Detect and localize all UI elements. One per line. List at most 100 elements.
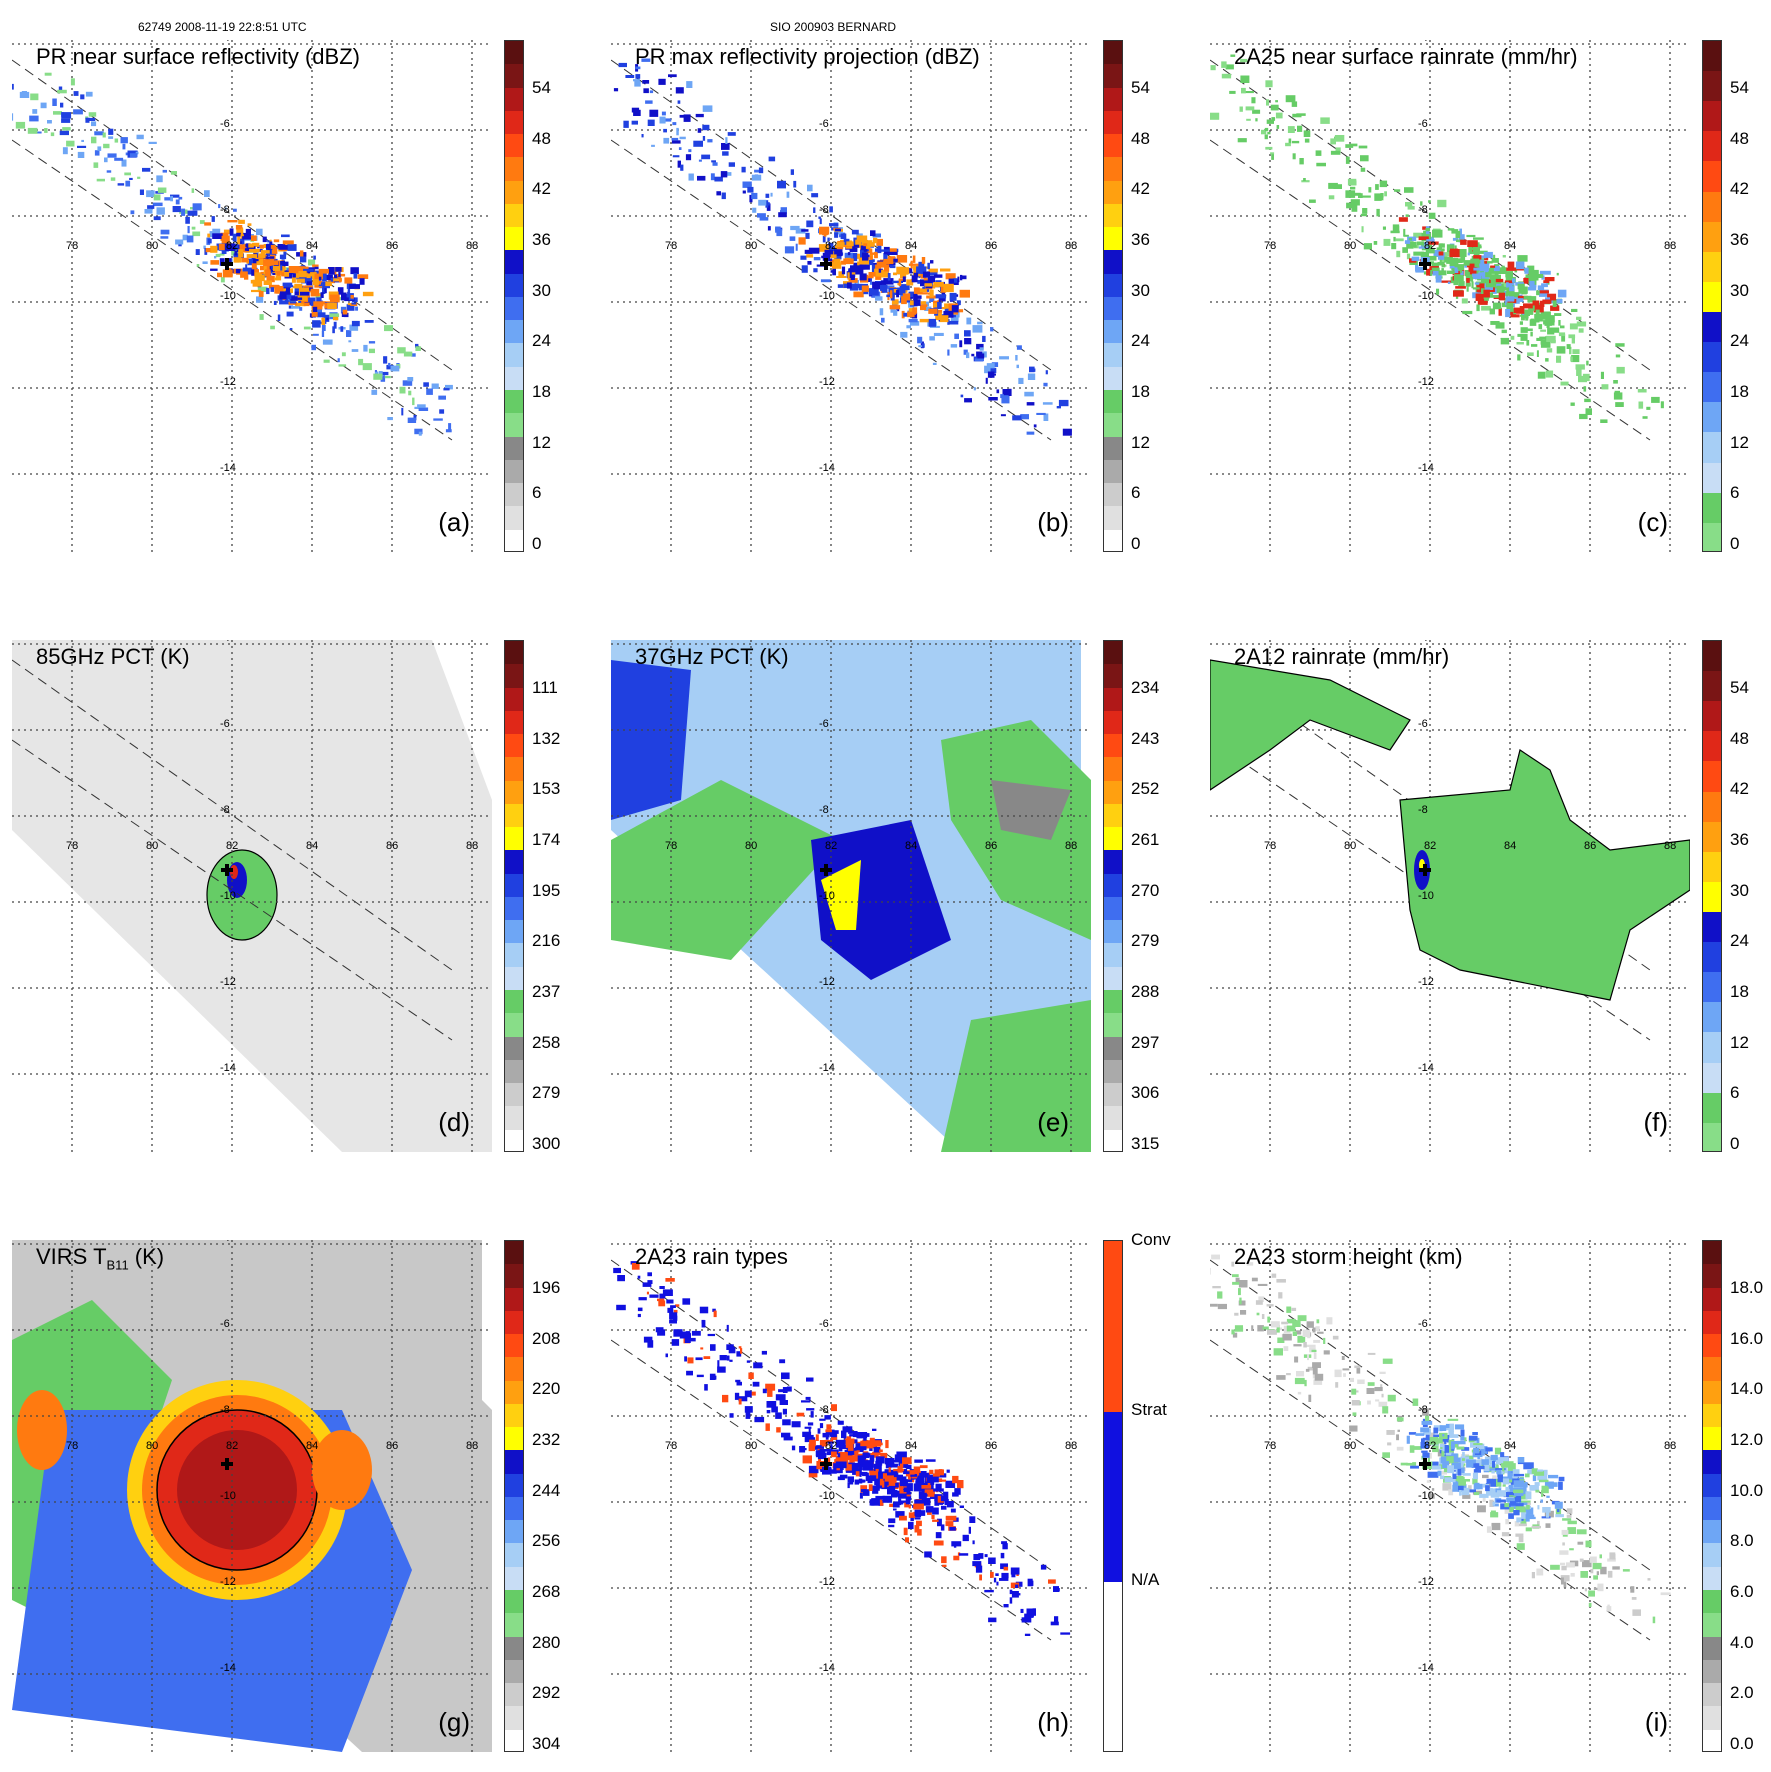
rain-core-cell bbox=[1448, 1419, 1459, 1421]
lon-label: 78 bbox=[66, 1440, 78, 1452]
rain-cell bbox=[708, 1334, 715, 1336]
colorbar-tick-label: 234 bbox=[1131, 678, 1159, 698]
rain-core-cell bbox=[885, 1440, 888, 1448]
rain-cell bbox=[1308, 1395, 1311, 1402]
rain-core-cell bbox=[919, 1473, 929, 1477]
rain-cell bbox=[52, 99, 57, 107]
rain-cell bbox=[1281, 1322, 1288, 1325]
rain-core-cell bbox=[300, 257, 306, 263]
rain-cell bbox=[1266, 99, 1269, 105]
rain-core-cell bbox=[890, 290, 892, 298]
rain-core-cell bbox=[307, 281, 312, 285]
colorbar-tick-label: 0 bbox=[532, 534, 541, 554]
rain-core-cell bbox=[1496, 279, 1503, 282]
rain-cell bbox=[811, 193, 818, 197]
rain-core-cell bbox=[1438, 1471, 1442, 1476]
rain-core-cell bbox=[328, 267, 335, 275]
colorbar-segment bbox=[505, 460, 523, 483]
rain-cell bbox=[1351, 199, 1360, 205]
rain-cell bbox=[959, 1553, 968, 1556]
rain-cell bbox=[108, 129, 113, 135]
rain-core-cell bbox=[864, 249, 868, 252]
rain-core-cell bbox=[1464, 1437, 1466, 1441]
rain-cell bbox=[97, 179, 105, 182]
rain-core-cell bbox=[1472, 1432, 1478, 1435]
colorbar-segment bbox=[1703, 402, 1721, 432]
rain-core-cell bbox=[1471, 281, 1473, 288]
rain-core-cell bbox=[1517, 255, 1527, 262]
rain-cell bbox=[687, 1357, 693, 1363]
rain-cell bbox=[729, 1347, 736, 1353]
colorbar-tick-label: 18 bbox=[1131, 382, 1150, 402]
rain-cell bbox=[727, 172, 731, 176]
rain-core-cell bbox=[1518, 298, 1524, 302]
colorbar-segment bbox=[1104, 274, 1122, 297]
rain-cell bbox=[1232, 1282, 1239, 1285]
rain-cell bbox=[668, 74, 677, 77]
lat-label: -6 bbox=[819, 718, 829, 730]
rain-cell bbox=[197, 264, 200, 267]
rain-core-cell bbox=[1497, 1490, 1506, 1497]
rain-cell bbox=[1004, 1567, 1009, 1571]
rain-cell bbox=[322, 331, 324, 337]
rain-core-cell bbox=[1510, 1501, 1516, 1506]
rain-cell bbox=[1590, 1557, 1597, 1563]
rain-core-cell bbox=[809, 1427, 811, 1433]
rain-core-cell bbox=[1485, 1485, 1490, 1491]
colorbar-tick-label: 252 bbox=[1131, 779, 1159, 799]
rain-cell bbox=[373, 374, 382, 380]
rain-cell bbox=[1531, 344, 1537, 347]
rain-cell bbox=[703, 136, 705, 141]
rain-core-cell bbox=[1513, 1490, 1524, 1494]
rain-core-cell bbox=[860, 1459, 865, 1464]
rain-core-cell bbox=[1430, 270, 1432, 276]
rain-core-cell bbox=[872, 282, 881, 290]
rain-core-cell bbox=[1455, 286, 1466, 289]
colorbar-tick-label: N/A bbox=[1131, 1570, 1159, 1590]
rain-cell bbox=[1568, 1521, 1577, 1525]
rain-core-cell bbox=[1463, 1473, 1471, 1476]
rain-core-cell bbox=[870, 1499, 875, 1505]
rain-core-cell bbox=[298, 271, 306, 277]
rain-core-cell bbox=[1487, 1479, 1493, 1484]
rain-cell bbox=[780, 1400, 788, 1405]
rain-core-cell bbox=[1506, 303, 1513, 310]
rain-core-cell bbox=[927, 263, 930, 269]
rain-core-cell bbox=[1466, 278, 1470, 283]
rain-cell bbox=[94, 131, 96, 133]
rain-core-cell bbox=[887, 252, 898, 255]
rain-cell bbox=[658, 1301, 665, 1307]
rain-cell bbox=[748, 1373, 753, 1380]
rain-core-cell bbox=[837, 242, 845, 247]
rain-cell bbox=[1022, 1617, 1032, 1622]
rain-cell bbox=[193, 203, 202, 210]
rain-cell bbox=[737, 1382, 743, 1386]
colorbar-segment bbox=[1104, 390, 1122, 413]
rain-cell bbox=[200, 220, 205, 224]
rain-cell bbox=[1526, 1527, 1532, 1531]
rain-cell bbox=[966, 318, 971, 325]
colorbar bbox=[504, 1240, 524, 1752]
rain-cell bbox=[1258, 1284, 1268, 1286]
colorbar-segment bbox=[505, 827, 523, 850]
colorbar-segment bbox=[505, 1706, 523, 1729]
rain-cell bbox=[1630, 1586, 1634, 1593]
rain-cell bbox=[1597, 1571, 1599, 1575]
panel-title-text: 2A23 rain types bbox=[635, 1244, 788, 1269]
rain-cell bbox=[1532, 1572, 1535, 1578]
rain-core-cell bbox=[1459, 1490, 1462, 1496]
lat-label: -10 bbox=[819, 890, 835, 902]
rain-cell bbox=[1292, 141, 1299, 143]
colorbar-segment bbox=[505, 967, 523, 990]
rain-core-cell bbox=[256, 261, 263, 264]
rain-cell bbox=[1306, 1369, 1310, 1372]
rain-cell bbox=[1404, 187, 1414, 193]
rain-cell bbox=[1384, 239, 1391, 246]
rain-core-cell bbox=[335, 267, 341, 272]
colorbar-segment bbox=[505, 920, 523, 943]
rain-core-cell bbox=[1451, 1441, 1455, 1449]
rain-core-cell bbox=[813, 268, 817, 272]
rain-cell bbox=[713, 162, 718, 166]
rain-core-cell bbox=[951, 1509, 956, 1513]
